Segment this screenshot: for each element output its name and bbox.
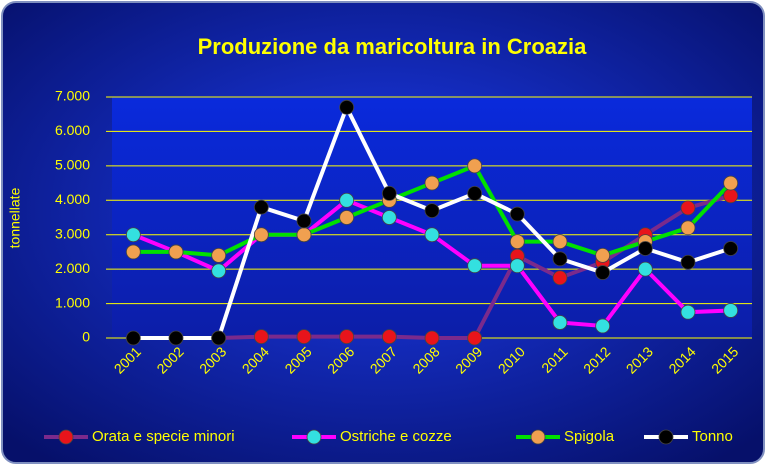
- data-point: [211, 263, 227, 279]
- data-point: [723, 188, 739, 204]
- legend-marker: [530, 429, 546, 445]
- data-point: [339, 192, 355, 208]
- data-point: [168, 330, 184, 346]
- legend-marker: [658, 429, 674, 445]
- data-point: [723, 175, 739, 191]
- data-point: [424, 330, 440, 346]
- data-point: [595, 265, 611, 280]
- data-point: [637, 261, 653, 277]
- data-point: [339, 329, 355, 345]
- data-point: [552, 251, 568, 267]
- data-point: [552, 315, 568, 330]
- data-point: [211, 330, 227, 346]
- data-point: [723, 241, 739, 256]
- data-point: [296, 329, 312, 345]
- data-point: [296, 213, 312, 229]
- data-point: [339, 99, 355, 115]
- legend-marker: [58, 429, 74, 445]
- data-point: [253, 227, 269, 243]
- data-point: [680, 220, 696, 236]
- data-point: [595, 318, 611, 334]
- data-point: [381, 329, 397, 345]
- data-point: [125, 244, 141, 260]
- y-tick-label: 3.000: [55, 225, 90, 241]
- data-point: [680, 304, 696, 320]
- y-tick-label: 5.000: [55, 157, 90, 173]
- data-point: [125, 330, 141, 346]
- data-point: [509, 206, 525, 222]
- data-point: [723, 303, 739, 318]
- legend-label: Orata e specie minori: [92, 428, 235, 445]
- legend-label: Ostriche e cozze: [340, 428, 452, 445]
- data-point: [168, 244, 184, 260]
- data-point: [680, 200, 696, 216]
- y-tick-label: 7.000: [55, 88, 90, 104]
- data-point: [509, 258, 525, 274]
- y-tick-label: 2.000: [55, 260, 90, 276]
- data-point: [424, 227, 440, 243]
- legend-marker: [306, 429, 322, 445]
- data-point: [552, 270, 568, 286]
- data-point: [296, 227, 312, 243]
- data-point: [509, 234, 525, 250]
- y-tick-label: 0: [82, 329, 90, 345]
- data-point: [424, 175, 440, 191]
- data-point: [467, 185, 483, 201]
- data-point: [339, 210, 355, 225]
- data-point: [637, 241, 653, 256]
- legend-label: Spigola: [564, 428, 615, 445]
- data-point: [467, 158, 483, 174]
- data-point: [552, 234, 568, 250]
- legend-label: Tonno: [692, 428, 733, 445]
- data-point: [381, 210, 397, 225]
- data-point: [125, 227, 141, 243]
- y-tick-label: 1.000: [55, 294, 90, 310]
- data-point: [467, 258, 483, 274]
- data-point: [211, 247, 227, 263]
- data-point: [381, 185, 397, 201]
- data-point: [680, 254, 696, 270]
- data-point: [253, 199, 269, 215]
- y-tick-label: 4.000: [55, 191, 90, 207]
- data-point: [595, 247, 611, 263]
- y-axis-label: tonnellate: [7, 187, 23, 248]
- data-point: [424, 203, 440, 219]
- data-point: [253, 329, 269, 345]
- chart-title: Produzione da maricoltura in Croazia: [198, 34, 588, 59]
- y-tick-label: 6.000: [55, 122, 90, 138]
- data-point: [467, 330, 483, 346]
